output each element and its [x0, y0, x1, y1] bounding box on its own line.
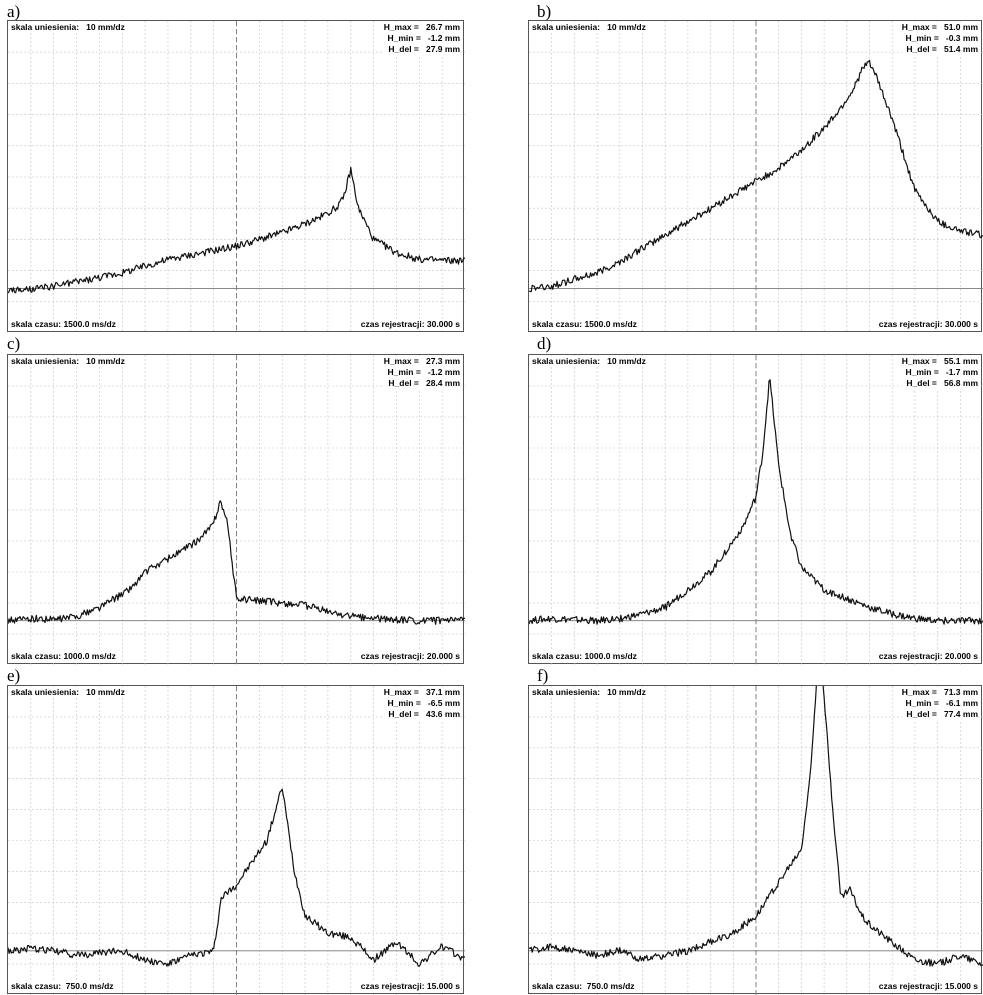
time-scale-label: skala czasu: 750.0 ms/dz: [11, 981, 114, 992]
oscillogram-svg: [8, 686, 465, 995]
h-min-label: H_min = -6.5 mm: [383, 698, 460, 709]
oscillogram-svg: [8, 21, 465, 333]
amplitude-scale-label: skala uniesienia: 10 mm/dz: [11, 687, 125, 698]
record-time-label: czas rejestracji: 20.000 s: [360, 651, 460, 662]
amplitude-scale-label: skala uniesienia: 10 mm/dz: [532, 22, 646, 33]
trace-line: [529, 686, 983, 967]
time-scale-label: skala czasu: 1000.0 ms/dz: [11, 651, 116, 662]
stats-box: H_max = 37.1 mm H_min = -6.5 mm H_del = …: [383, 687, 460, 720]
oscillogram-plot: skala uniesienia: 10 mm/dz H_max = 26.7 …: [7, 20, 465, 333]
time-scale-label: skala czasu: 1000.0 ms/dz: [532, 651, 637, 662]
h-min-label: H_min = -6.1 mm: [901, 698, 978, 709]
record-time-label: czas rejestracji: 20.000 s: [878, 651, 978, 662]
amplitude-scale-label: skala uniesienia: 10 mm/dz: [11, 22, 125, 33]
panel-label: c): [7, 334, 21, 353]
time-scale-label: skala czasu: 1500.0 ms/dz: [11, 319, 116, 330]
h-max-label: H_max = 71.3 mm: [901, 687, 978, 698]
panel-c: c) skala uniesienia: 10 mm/dz H_max = 27…: [0, 332, 470, 665]
h-max-label: H_max = 55.1 mm: [901, 356, 978, 367]
h-max-label: H_max = 37.1 mm: [383, 687, 460, 698]
stats-box: H_max = 51.0 mm H_min = -0.3 mm H_del = …: [901, 22, 978, 55]
h-max-label: H_max = 51.0 mm: [901, 22, 978, 33]
h-min-label: H_min = -1.7 mm: [901, 367, 978, 378]
oscillogram-plot: skala uniesienia: 10 mm/dz H_max = 71.3 …: [528, 685, 983, 995]
panel-label: a): [7, 2, 21, 21]
amplitude-scale-label: skala uniesienia: 10 mm/dz: [11, 356, 125, 367]
stats-box: H_max = 27.3 mm H_min = -1.2 mm H_del = …: [383, 356, 460, 389]
trace-line: [8, 166, 465, 294]
panel-label: e): [7, 666, 21, 685]
panel-f: f) skala uniesienia: 10 mm/dz H_max = 71…: [520, 664, 983, 995]
time-scale-label: skala czasu: 750.0 ms/dz: [532, 981, 635, 992]
stats-box: H_max = 26.7 mm H_min = -1.2 mm H_del = …: [383, 22, 460, 55]
stats-box: H_max = 55.1 mm H_min = -1.7 mm H_del = …: [901, 356, 978, 389]
oscillogram-plot: skala uniesienia: 10 mm/dz H_max = 55.1 …: [528, 354, 983, 665]
panel-b: b) skala uniesienia: 10 mm/dz H_max = 51…: [520, 0, 983, 333]
trace-line: [8, 788, 465, 967]
h-del-label: H_del = 28.4 mm: [383, 378, 460, 389]
trace-line: [529, 379, 983, 625]
oscillogram-svg: [529, 686, 983, 995]
oscillogram-plot: skala uniesienia: 10 mm/dz H_max = 27.3 …: [7, 354, 465, 665]
h-del-label: H_del = 56.8 mm: [901, 378, 978, 389]
record-time-label: czas rejestracji: 15.000 s: [878, 981, 978, 992]
h-del-label: H_del = 27.9 mm: [383, 44, 460, 55]
h-del-label: H_del = 43.6 mm: [383, 709, 460, 720]
panel-label: f): [537, 666, 549, 685]
h-del-label: H_del = 77.4 mm: [901, 709, 978, 720]
trace-line: [8, 500, 465, 625]
h-del-label: H_del = 51.4 mm: [901, 44, 978, 55]
stats-box: H_max = 71.3 mm H_min = -6.1 mm H_del = …: [901, 687, 978, 720]
h-min-label: H_min = -0.3 mm: [901, 33, 978, 44]
amplitude-scale-label: skala uniesienia: 10 mm/dz: [532, 687, 646, 698]
h-max-label: H_max = 27.3 mm: [383, 356, 460, 367]
h-max-label: H_max = 26.7 mm: [383, 22, 460, 33]
oscillogram-plot: skala uniesienia: 10 mm/dz H_max = 51.0 …: [528, 20, 983, 333]
panel-d: d) skala uniesienia: 10 mm/dz H_max = 55…: [520, 332, 983, 665]
h-min-label: H_min = -1.2 mm: [383, 367, 460, 378]
panel-label: d): [537, 334, 552, 353]
oscillogram-plot: skala uniesienia: 10 mm/dz H_max = 37.1 …: [7, 685, 465, 995]
time-scale-label: skala czasu: 1500.0 ms/dz: [532, 319, 637, 330]
amplitude-scale-label: skala uniesienia: 10 mm/dz: [532, 356, 646, 367]
trace-line: [529, 59, 983, 293]
record-time-label: czas rejestracji: 30.000 s: [360, 319, 460, 330]
panel-a: a) skala uniesienia: 10 mm/dz H_max = 26…: [0, 0, 470, 333]
oscillogram-svg: [529, 21, 983, 333]
record-time-label: czas rejestracji: 30.000 s: [878, 319, 978, 330]
panel-label: b): [537, 2, 552, 21]
h-min-label: H_min = -1.2 mm: [383, 33, 460, 44]
oscillogram-svg: [529, 355, 983, 665]
record-time-label: czas rejestracji: 15.000 s: [360, 981, 460, 992]
oscillogram-svg: [8, 355, 465, 665]
panel-e: e) skala uniesienia: 10 mm/dz H_max = 37…: [0, 664, 470, 995]
